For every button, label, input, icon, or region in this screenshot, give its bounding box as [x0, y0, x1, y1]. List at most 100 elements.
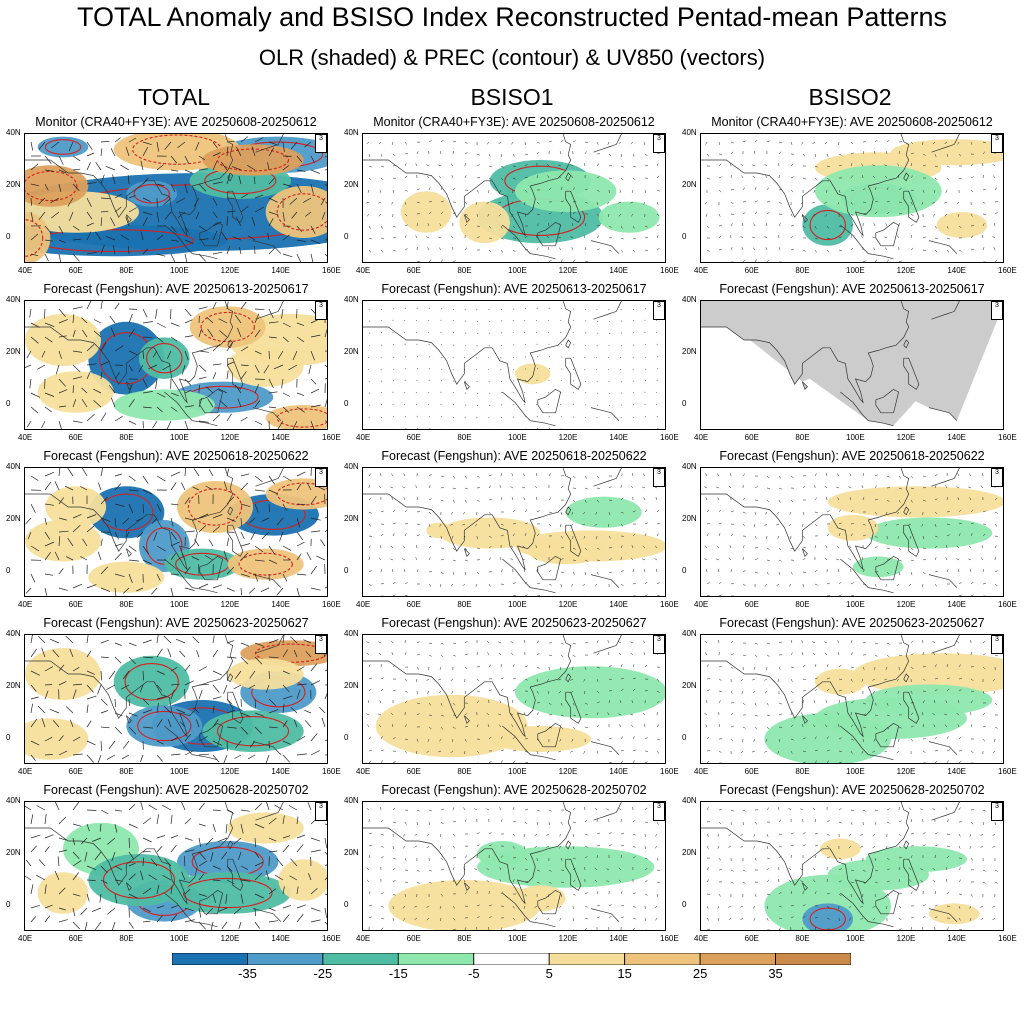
- map-panel-bsiso1-5: [362, 801, 666, 931]
- coastline: [255, 468, 284, 487]
- coastline: [593, 635, 622, 654]
- lat-tick-label: 0: [682, 566, 687, 575]
- lon-tick-label: 80E: [119, 934, 134, 943]
- lon-tick-label: 80E: [795, 934, 810, 943]
- lon-tick-label: 100E: [846, 600, 865, 609]
- lon-tick-label: 120E: [558, 934, 578, 943]
- lat-tick-label: 40N: [6, 462, 21, 471]
- panel-title-bsiso2-5: Forecast (Fengshun): AVE 20250628-202507…: [719, 783, 985, 797]
- coastline: [164, 558, 193, 588]
- coastline: [502, 725, 531, 755]
- coastline: [530, 921, 556, 928]
- olr-patch: [827, 514, 879, 541]
- prec-contour: [238, 552, 293, 576]
- lon-tick-label: 140E: [271, 767, 291, 776]
- coastline: [255, 635, 284, 654]
- lon-tick-label: 160E: [322, 266, 341, 275]
- lon-tick-label: 140E: [271, 433, 291, 442]
- lat-tick-label: 40N: [682, 128, 697, 137]
- olr-patch: [25, 314, 101, 366]
- coastline: [593, 468, 622, 487]
- prec-contour: [182, 877, 273, 909]
- coastline: [530, 420, 556, 427]
- coastline: [25, 468, 234, 571]
- uv850-vectors: [30, 635, 327, 763]
- olr-patch: [25, 212, 51, 262]
- lat-tick-label: 40N: [682, 629, 697, 638]
- column-title-total: TOTAL: [138, 84, 210, 110]
- lon-tick-label: 100E: [846, 433, 865, 442]
- coastline: [192, 921, 218, 928]
- lon-tick-label: 60E: [68, 934, 83, 943]
- coastline: [868, 754, 894, 761]
- vector-key: 3: [991, 134, 1003, 153]
- coastline: [199, 555, 224, 581]
- lat-tick-label: 20N: [344, 848, 359, 857]
- coastline: [903, 339, 910, 349]
- olr-patch: [929, 903, 980, 925]
- coastline: [590, 741, 620, 755]
- lon-tick-label: 40E: [694, 433, 709, 442]
- vector-key: 3: [653, 134, 665, 153]
- coastline: [565, 524, 582, 557]
- lat-tick-label: 0: [6, 900, 11, 909]
- coastline: [164, 892, 193, 922]
- colorbar-svg: [171, 952, 852, 966]
- panel-title-bsiso1-4: Forecast (Fengshun): AVE 20250623-202506…: [381, 616, 647, 630]
- lon-tick-label: 160E: [998, 600, 1017, 609]
- map-svg: [25, 468, 327, 596]
- lon-tick-label: 80E: [795, 600, 810, 609]
- coastline: [701, 802, 910, 905]
- coastline: [227, 357, 244, 390]
- lon-tick-label: 120E: [220, 266, 240, 275]
- map-svg: [363, 802, 661, 930]
- lat-tick-label: 40N: [344, 462, 359, 471]
- lon-tick-label: 140E: [609, 934, 629, 943]
- lon-tick-label: 160E: [660, 600, 679, 609]
- lon-tick-label: 40E: [18, 934, 33, 943]
- lon-tick-label: 160E: [660, 433, 679, 442]
- coastline: [363, 468, 572, 571]
- lon-tick-label: 80E: [795, 433, 810, 442]
- lon-tick-label: 120E: [896, 433, 916, 442]
- olr-patch: [815, 697, 967, 739]
- lon-tick-label: 140E: [609, 600, 629, 609]
- colorbar-segment: [624, 952, 701, 966]
- uv850-vectors: [25, 301, 327, 429]
- uv850-vectors: [704, 639, 999, 763]
- olr-patch: [515, 363, 551, 385]
- lat-tick-label: 0: [682, 232, 687, 241]
- olr-patch: [375, 694, 528, 758]
- lat-tick-label: 0: [344, 232, 349, 241]
- uv850-vectors: [704, 139, 999, 262]
- coastline: [25, 802, 234, 905]
- colorbar-label: -15: [388, 966, 408, 981]
- lat-tick-label: 40N: [6, 295, 21, 304]
- coastline: [565, 840, 572, 850]
- olr-patch: [853, 653, 1003, 695]
- lon-tick-label: 40E: [18, 266, 33, 275]
- column-title-bsiso1: BSISO1: [470, 84, 554, 110]
- lon-tick-label: 40E: [18, 433, 33, 442]
- coastline: [363, 802, 572, 905]
- coastline: [502, 892, 531, 922]
- lat-tick-label: 0: [344, 399, 349, 408]
- lat-tick-label: 0: [682, 399, 687, 408]
- lon-tick-label: 80E: [795, 266, 810, 275]
- coastline: [931, 635, 960, 654]
- lat-tick-label: 0: [6, 232, 11, 241]
- coastline: [463, 381, 470, 391]
- lon-tick-label: 60E: [744, 266, 759, 275]
- olr-patch: [827, 486, 1003, 518]
- map-panel-total-1: [24, 133, 328, 263]
- lat-tick-label: 0: [344, 900, 349, 909]
- map-svg: [25, 134, 327, 262]
- coastline: [931, 468, 960, 487]
- coastline: [537, 722, 562, 748]
- coastline: [192, 253, 218, 260]
- colorbar-segment: [699, 952, 776, 966]
- vector-key: 3: [315, 802, 327, 821]
- coastline: [590, 240, 620, 254]
- coastline: [590, 908, 620, 922]
- coastline: [530, 253, 556, 260]
